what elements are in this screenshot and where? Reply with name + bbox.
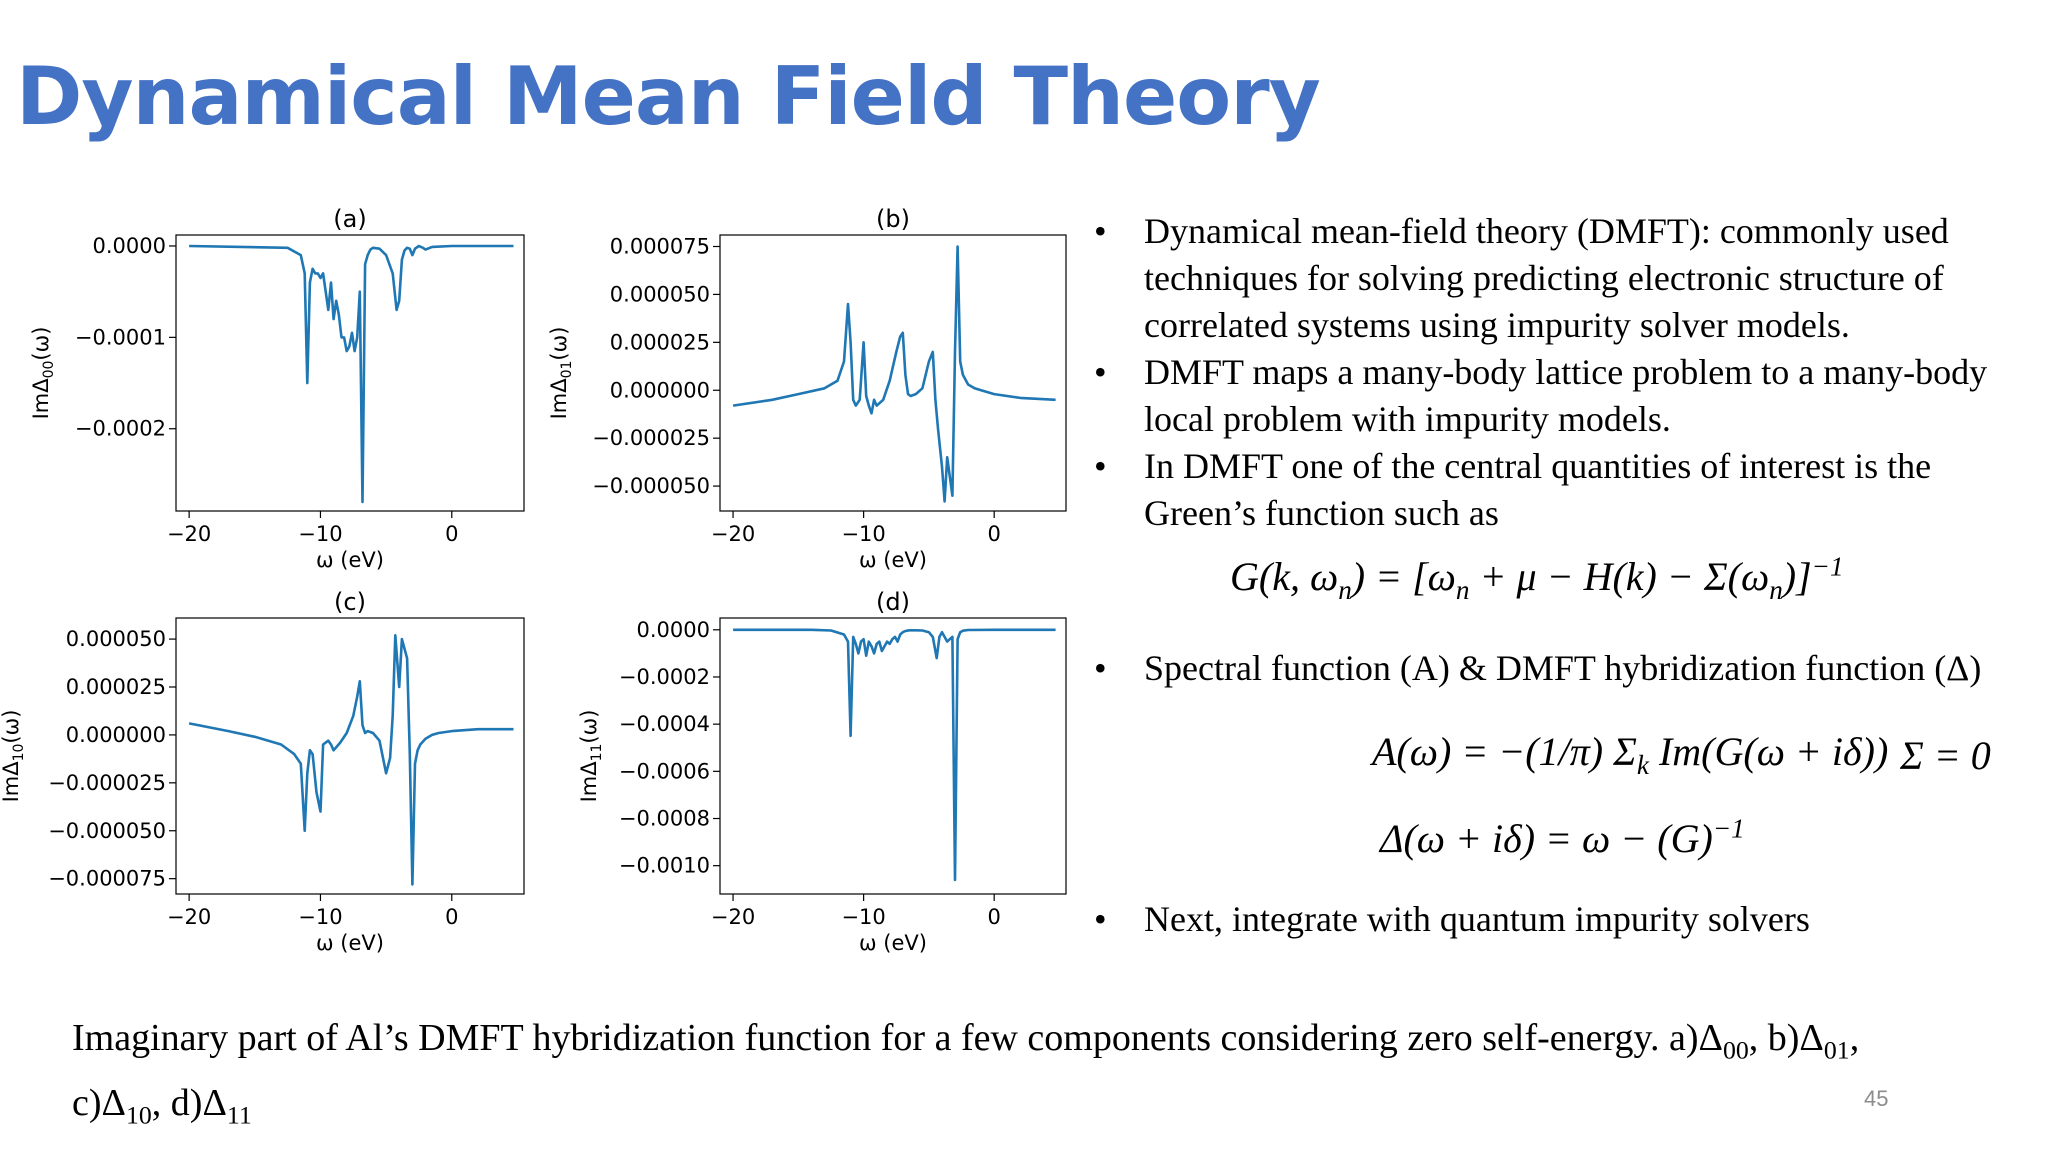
x-axis-label-d: ω (eV) — [859, 931, 927, 955]
y-tick-label-c-5: −0.000075 — [48, 867, 166, 891]
x-tick-label-c-2: 0 — [445, 905, 458, 929]
y-tick-label-c-4: −0.000050 — [48, 819, 166, 843]
spectral-function-equation: A(ω) = −(1/π) Σk Im(G(ω + iδ)) — [1372, 729, 1889, 780]
y-tick-label-b-5: −0.000050 — [592, 474, 710, 498]
series-line-c-0 — [188, 634, 514, 886]
x-axis-label-b: ω (eV) — [859, 548, 927, 572]
x-axis-label-a: ω (eV) — [316, 548, 384, 572]
y-axis-label-d: ImΔ11(ω) — [577, 710, 605, 803]
x-tick-label-b-0: −20 — [711, 522, 755, 546]
series-line-b-0 — [732, 245, 1056, 503]
x-tick-label-a-2: 0 — [445, 522, 458, 546]
page-number: 45 — [1864, 1086, 1889, 1111]
caption-line-1: Imaginary part of Al’s DMFT hybridizatio… — [72, 1017, 1723, 1059]
hybridization-equation: Δ(ω + iδ) = ω − (G)−1 — [1380, 814, 1745, 862]
sigma-zero-equation: Σ = 0 — [1900, 733, 1991, 778]
x-tick-label-c-1: −10 — [298, 905, 342, 929]
x-tick-label-c-0: −20 — [167, 905, 211, 929]
y-tick-label-c-1: 0.000025 — [66, 675, 166, 699]
y-axis-label-b: ImΔ01(ω) — [547, 327, 575, 420]
green-function-equation: G(k, ωn) = [ωn + μ − H(k) − Σ(ωn)]−1 — [1230, 552, 1844, 606]
y-axis-label-a: ImΔ00(ω) — [29, 327, 57, 420]
x-tick-label-d-1: −10 — [841, 905, 885, 929]
chart-title-b: (b) — [876, 205, 910, 233]
chart-panel-c: (c) −20 −10 0 0.000050 0.000025 0.000000 −0.000… — [0, 588, 525, 955]
series-line-a-0 — [189, 244, 514, 504]
bullet-list: Dynamical mean-field theory (DMFT): comm… — [1092, 208, 2042, 537]
x-tick-label-a-1: −10 — [298, 522, 342, 546]
x-axis-label-c: ω (eV) — [316, 931, 384, 955]
chart-panel-a: (a) −20 −10 0 0.0000 −0.0001 −0.0002 ω (eV) ImΔ0… — [29, 205, 525, 572]
bullet-list-3: Next, integrate with quantum impurity so… — [1092, 896, 2042, 943]
bullet-next-step: Next, integrate with quantum impurity so… — [1092, 896, 2042, 943]
y-tick-label-d-2: −0.0004 — [619, 712, 710, 736]
y-tick-label-d-1: −0.0002 — [619, 665, 710, 689]
plot-frame-d — [719, 617, 1067, 895]
chart-title-c: (c) — [334, 588, 366, 616]
charts-figure: (a) −20 −10 0 0.0000 −0.0001 −0.0002 ω (eV) ImΔ0… — [0, 205, 1067, 955]
bullet-dmft-mapping: DMFT maps a many-body lattice problem to… — [1092, 349, 2042, 443]
y-tick-label-b-4: −0.000025 — [592, 426, 710, 450]
x-tick-label-b-1: −10 — [841, 522, 885, 546]
y-tick-label-a-1: −0.0001 — [75, 325, 166, 349]
chart-title-d: (d) — [876, 588, 910, 616]
bullet-list-2: Spectral function (A) & DMFT hybridizati… — [1092, 645, 2042, 692]
plot-frame-b — [719, 234, 1067, 512]
y-tick-label-d-0: 0.0000 — [637, 618, 710, 642]
y-tick-label-d-5: −0.0010 — [619, 854, 710, 878]
slide-title: Dynamical Mean Field Theory — [16, 50, 1321, 143]
x-tick-label-b-2: 0 — [988, 522, 1001, 546]
caption-line-2: c)Δ — [72, 1081, 126, 1124]
y-tick-label-a-2: −0.0002 — [75, 417, 166, 441]
y-tick-label-c-2: 0.000000 — [66, 723, 166, 747]
y-tick-label-b-3: 0.000000 — [610, 378, 710, 402]
bullet-dmft-definition: Dynamical mean-field theory (DMFT): comm… — [1092, 208, 2042, 349]
bullet-green-function: In DMFT one of the central quantities of… — [1092, 443, 2042, 537]
y-tick-label-b-2: 0.000025 — [610, 330, 710, 354]
y-tick-label-c-0: 0.000050 — [66, 627, 166, 651]
x-tick-label-d-2: 0 — [988, 905, 1001, 929]
chart-panel-b: (b) −20 −10 0 0.000075 0.000050 0.000025 0.0000… — [547, 205, 1067, 572]
y-tick-label-d-3: −0.0006 — [619, 759, 710, 783]
y-tick-label-a-0: 0.0000 — [93, 234, 166, 258]
bullet-spectral-function: Spectral function (A) & DMFT hybridizati… — [1092, 645, 2042, 692]
x-tick-label-a-0: −20 — [167, 522, 211, 546]
x-tick-label-d-0: −20 — [711, 905, 755, 929]
series-line-d-0 — [733, 628, 1056, 882]
chart-title-a: (a) — [333, 205, 366, 233]
chart-panel-d: (d) −20 −10 0 0.0000 −0.0002 −0.0004 −0.0006 −0.… — [577, 588, 1067, 955]
y-axis-label-c: ImΔ10(ω) — [0, 710, 27, 803]
plot-frame-c — [175, 617, 525, 895]
y-tick-label-b-1: 0.000050 — [610, 282, 710, 306]
figure-caption: Imaginary part of Al’s DMFT hybridizatio… — [72, 1017, 1860, 1130]
plot-frame-a — [175, 234, 525, 512]
y-tick-label-c-3: −0.000025 — [48, 771, 166, 795]
y-tick-label-b-0: 0.000075 — [610, 235, 710, 259]
y-tick-label-d-4: −0.0008 — [619, 807, 710, 831]
